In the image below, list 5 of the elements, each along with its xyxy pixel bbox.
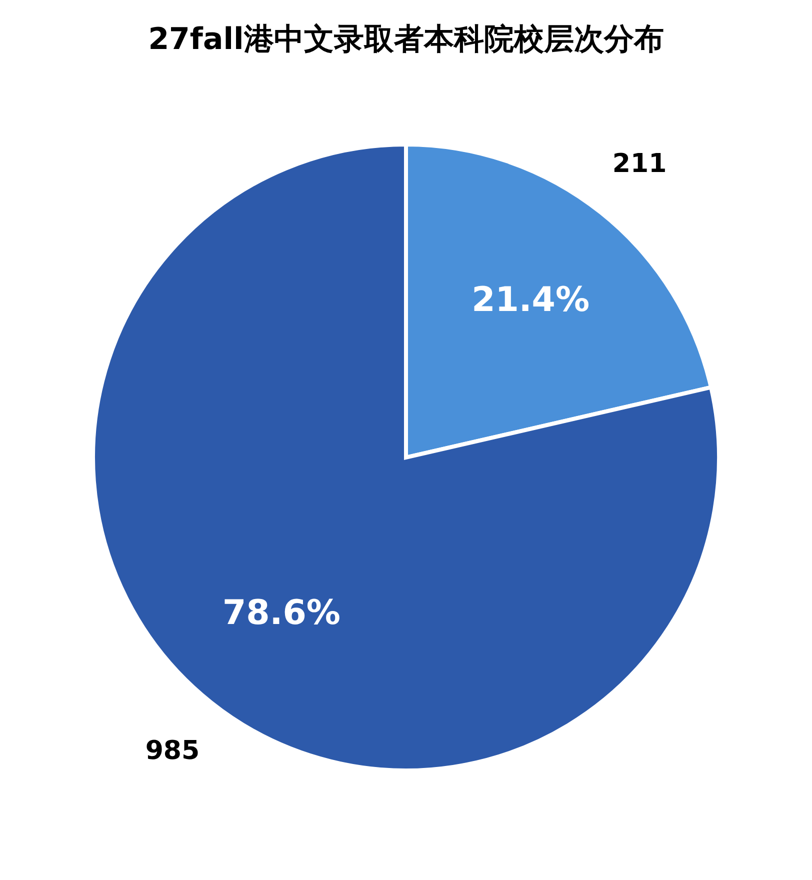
chart-title: 27fall港中文录取者本科院校层次分布 <box>148 22 664 57</box>
slice-label: 211 <box>612 149 667 180</box>
data-label: 21.4% <box>472 280 590 320</box>
data-label: 78.6% <box>222 592 340 633</box>
slice-label: 985 <box>145 736 200 766</box>
